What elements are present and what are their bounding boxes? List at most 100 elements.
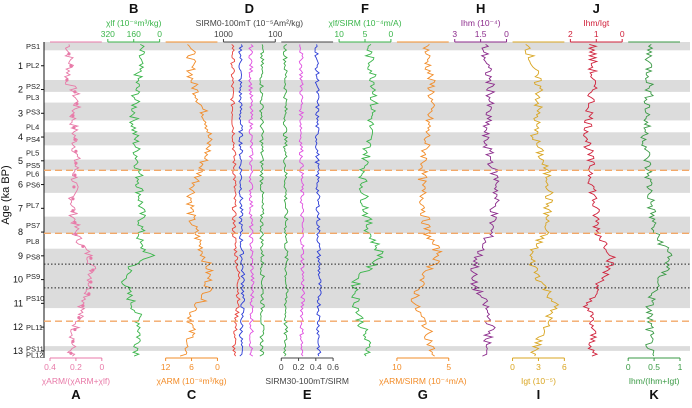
panel-tick-label: 0: [389, 29, 394, 39]
series-ihm-igt: [582, 43, 617, 357]
data-point: [73, 137, 77, 142]
data-point: [87, 292, 91, 296]
zone-label: PS1: [26, 42, 40, 51]
zone-label: PL6: [26, 169, 39, 178]
series-60-mt: [248, 44, 255, 357]
data-point: [73, 220, 77, 225]
zone-label: PL2: [26, 61, 39, 70]
data-point: [69, 64, 73, 68]
panel-bottom-label: χARM/(χARM+χlf): [42, 376, 111, 386]
zone-label: PS4: [26, 135, 40, 144]
zone-band: [44, 264, 690, 288]
data-point: [65, 78, 69, 82]
series-0-mt: [229, 44, 241, 357]
panel-a: 0.4 0.2 0 χARM/(χARM+χlf)A: [42, 41, 111, 402]
panel-tick-label: 0: [215, 362, 220, 372]
panel-tick-label: 6: [189, 362, 194, 372]
panel-tick-label: 0: [279, 362, 284, 372]
zone-label: PS2: [26, 82, 40, 91]
data-point: [73, 327, 77, 332]
zone-label: PL7: [26, 201, 39, 210]
age-tick-label: 8: [18, 227, 23, 237]
panel-tick-label: 10: [334, 29, 344, 39]
panel-tick-label: 0: [99, 362, 104, 372]
panel-tick-label: 5: [363, 29, 368, 39]
panel-c: 12 6 0 χARM (10⁻⁸m³/kg)C: [156, 41, 227, 402]
panel-top-label: Ihm/Igt: [583, 18, 610, 28]
zone-label: PS6: [26, 181, 40, 190]
data-point: [89, 280, 93, 284]
panel-tick-label: 1: [678, 362, 683, 372]
panel-k: 0 0.5 1 Ihm/(Ihm+Igt)K: [626, 41, 683, 402]
zone-label: PL5: [26, 148, 39, 157]
zone-band: [44, 132, 690, 146]
panel-top-label: Ihm (10⁻⁴): [461, 18, 501, 28]
panel-tick-label: 0: [620, 29, 625, 39]
zone-label: PL4: [26, 122, 39, 131]
dashed-lines: [44, 169, 690, 322]
zone-band: [44, 176, 690, 193]
data-point: [91, 268, 95, 272]
panel-letter: E: [303, 387, 312, 402]
panel-tick-label: 6: [562, 362, 567, 372]
series-100-mt: [258, 44, 266, 357]
panel-letter: A: [71, 387, 81, 402]
panel-tick-label: 0.4: [44, 362, 56, 372]
panel-bottom-label: SIRM30-100mT/SIRM: [265, 376, 349, 386]
data-point: [71, 114, 75, 118]
zone-label: PS9: [26, 272, 40, 281]
panel-letter: I: [537, 387, 541, 402]
panel-letter: B: [129, 1, 138, 16]
age-tick-label: 1: [18, 61, 23, 71]
zone-band: [44, 80, 690, 92]
zone-band: [44, 42, 690, 51]
panel-tick-label: 0.2: [293, 362, 305, 372]
panel-tick-label: 1: [594, 29, 599, 39]
panel-letter: C: [187, 387, 197, 402]
series-ihm-ihm-igt-: [640, 44, 673, 357]
panel-letter: K: [649, 387, 659, 402]
panel-tick-label: 160: [127, 29, 141, 39]
panel-top-label: χlf/SIRM (10⁻⁴m/A): [328, 18, 401, 28]
zone-label: PS10: [26, 294, 44, 303]
data-point: [74, 232, 78, 237]
panel-top-label: χlf (10⁻⁸m³/kg): [106, 18, 162, 28]
panel-tick-label: 320: [101, 29, 115, 39]
data-point: [81, 304, 85, 308]
data-point: [67, 52, 71, 56]
panel-tick-label: 0: [510, 362, 515, 372]
panel-tick-label: 3: [452, 29, 457, 39]
age-tick-label: 5: [18, 156, 23, 166]
data-point: [71, 197, 75, 201]
data-point: [89, 256, 93, 260]
age-tick-label: 12: [13, 322, 23, 332]
panel-tick-label: 0: [157, 29, 162, 39]
data-point: [75, 102, 79, 106]
data-point: [72, 185, 76, 189]
age-tick-label: 4: [18, 132, 23, 142]
series--arm: [179, 44, 215, 357]
zone-label: PL11: [26, 323, 43, 332]
panel-tick-label: 10: [392, 362, 402, 372]
age-tick-label: 10: [13, 275, 23, 285]
series-60-mt: [298, 44, 306, 357]
data-point: [72, 125, 76, 130]
data-point: [74, 149, 78, 153]
zone-label: PS11: [26, 344, 44, 353]
panel-tick-label: 0.4: [310, 362, 322, 372]
panel-letter: G: [418, 387, 428, 402]
panel-tick-label: 2: [568, 29, 573, 39]
series-100-mt: [282, 44, 289, 357]
age-tick-label: 9: [18, 251, 23, 261]
panel-letter: H: [476, 1, 485, 16]
data-point: [74, 161, 78, 165]
zone-label: PL12: [26, 350, 44, 359]
series-ihm: [469, 44, 500, 357]
